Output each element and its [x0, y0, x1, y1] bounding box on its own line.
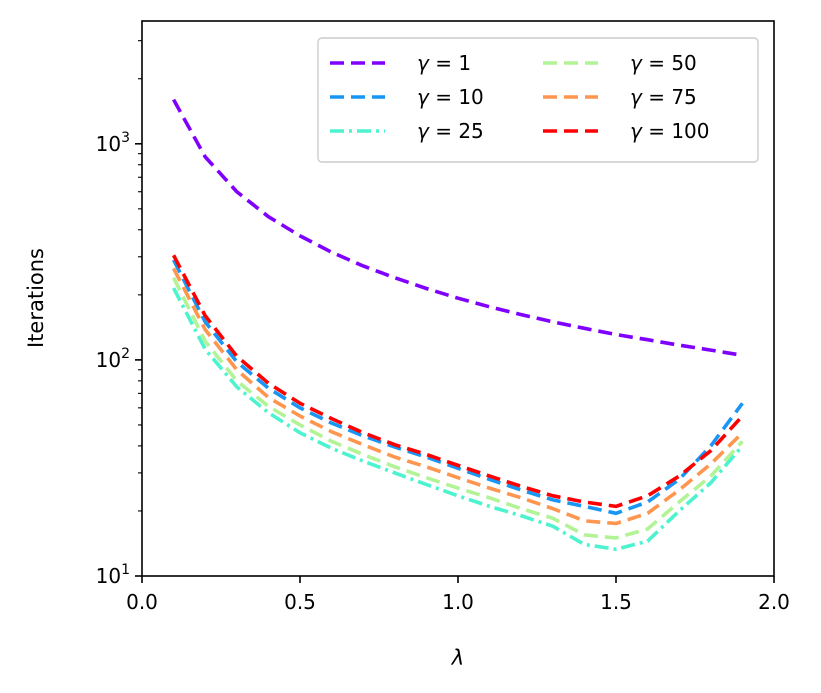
- legend-item-gamma-10: γ = 10: [330, 85, 484, 109]
- legend-item-gamma-1: γ = 1: [330, 51, 471, 75]
- legend-item-gamma-100: γ = 100: [543, 119, 710, 143]
- plot-series: [171, 98, 744, 552]
- y-axis-ticks: 101 102 103: [96, 40, 142, 588]
- y-axis-label: Iterations: [24, 248, 48, 348]
- x-tick-label: 0.5: [284, 590, 316, 614]
- series-line-gamma-50: [171, 276, 744, 540]
- legend-label: γ = 100: [630, 119, 710, 143]
- y-tick-label: 102: [96, 346, 130, 372]
- series-line-gamma-75: [172, 267, 744, 526]
- legend-label: γ = 75: [630, 85, 697, 109]
- legend-item-gamma-50: γ = 50: [543, 51, 697, 75]
- legend-label: γ = 25: [417, 119, 484, 143]
- legend-box: [317, 37, 759, 163]
- legend-item-gamma-75: γ = 75: [543, 85, 697, 109]
- series-line-gamma-1: [172, 98, 743, 358]
- x-axis-label: λ: [451, 646, 464, 670]
- legend-label: γ = 50: [630, 51, 697, 75]
- legend-item-gamma-25: γ = 25: [330, 119, 484, 143]
- legend-label: γ = 10: [417, 85, 484, 109]
- y-tick-label: 103: [96, 130, 130, 156]
- x-tick-label: 1.0: [442, 590, 474, 614]
- legend: γ = 1 γ = 10 γ = 25 γ = 50 γ = 75 γ = 100: [317, 37, 759, 163]
- series-line-gamma-25: [172, 287, 744, 552]
- x-tick-label: 2.0: [758, 590, 790, 614]
- x-axis-ticks: 0.0 0.5 1.0 1.5 2.0: [126, 576, 790, 614]
- x-tick-label: 0.0: [126, 590, 158, 614]
- x-tick-label: 1.5: [600, 590, 632, 614]
- plot-area-frame: [141, 20, 775, 577]
- series-line-gamma-100: [172, 254, 744, 509]
- y-tick-label: 101: [96, 562, 130, 588]
- series-line-gamma-10: [171, 259, 744, 516]
- legend-label: γ = 1: [417, 51, 471, 75]
